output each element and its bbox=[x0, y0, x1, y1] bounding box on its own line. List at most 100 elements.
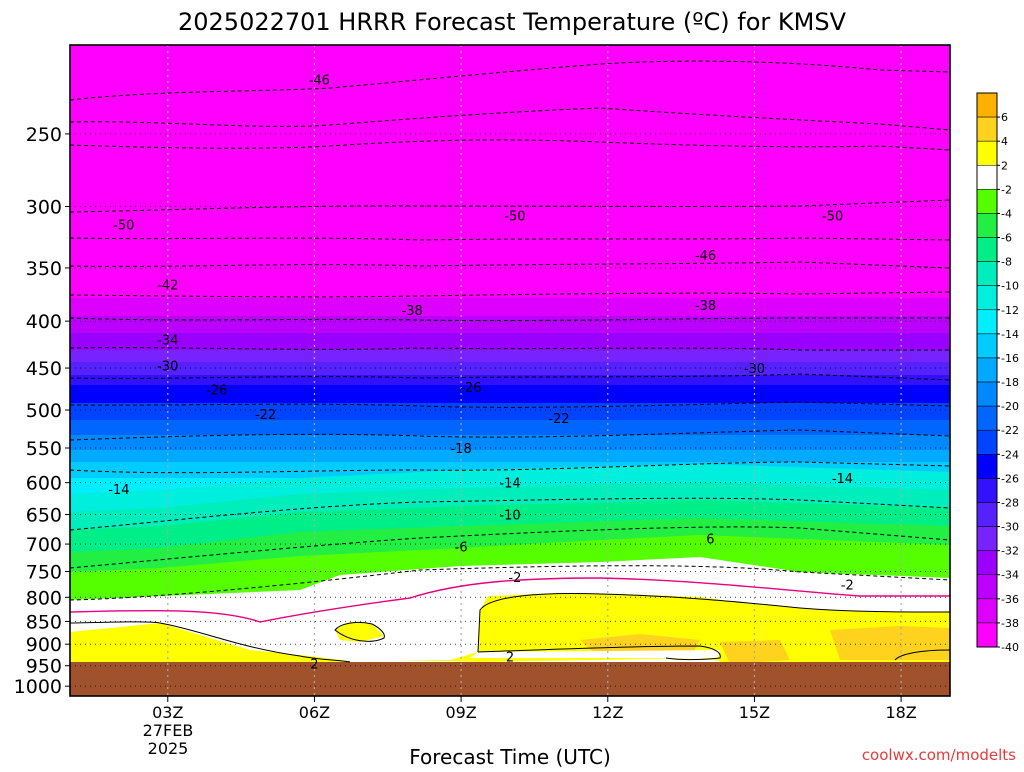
colorbar-swatch bbox=[976, 213, 998, 238]
isotherm-label: -2 bbox=[841, 579, 854, 594]
plot-frame bbox=[69, 44, 951, 697]
isotherm-label: -10 bbox=[499, 509, 520, 524]
colorbar-swatch bbox=[976, 309, 998, 335]
isotherm-label: -50 bbox=[822, 210, 843, 225]
colorbar-swatch bbox=[976, 502, 998, 527]
y-tick-label: 400 bbox=[26, 311, 62, 333]
y-tick-label: 700 bbox=[26, 534, 62, 556]
colorbar-label: 6 bbox=[1001, 111, 1008, 124]
colorbar-frame bbox=[976, 92, 998, 648]
isotherm-label: -50 bbox=[504, 210, 525, 225]
y-tick-label: 600 bbox=[26, 473, 62, 495]
y-tick-label: 500 bbox=[26, 400, 62, 422]
isotherm-label: -42 bbox=[157, 279, 178, 294]
isotherm-label: -34 bbox=[157, 334, 178, 349]
colorbar-swatch bbox=[976, 140, 998, 166]
isotherm-label: -26 bbox=[206, 384, 227, 399]
isotherm-contours bbox=[70, 60, 950, 663]
colorbar-swatch bbox=[976, 237, 998, 262]
colorbar-swatch bbox=[976, 598, 998, 624]
colorbar-swatch bbox=[976, 116, 998, 142]
y-tick-label: 250 bbox=[26, 124, 62, 146]
isotherm-label: -22 bbox=[255, 408, 276, 423]
y-tick-label: 1000 bbox=[14, 676, 62, 698]
colorbar-label: -16 bbox=[1001, 352, 1019, 365]
colorbar-swatch bbox=[976, 285, 998, 311]
ground bbox=[70, 662, 950, 696]
y-tick-label: 300 bbox=[26, 197, 62, 219]
isotherm-label: -14 bbox=[499, 477, 520, 492]
colorbar-label: -26 bbox=[1001, 472, 1019, 485]
colorbar-swatch bbox=[976, 550, 998, 575]
colorbar-label: -10 bbox=[1001, 280, 1019, 293]
watermark: coolwx.com/modelts bbox=[862, 746, 1016, 764]
isotherm-label: 2 bbox=[506, 650, 514, 665]
isotherm-label: -38 bbox=[695, 299, 716, 314]
colorbar-label: -28 bbox=[1001, 496, 1019, 509]
colorbar-label: -34 bbox=[1001, 569, 1019, 582]
y-tick-label: 950 bbox=[26, 656, 62, 678]
y-tick-label: 850 bbox=[26, 611, 62, 633]
x-axis-label: Forecast Time (UTC) bbox=[409, 745, 611, 768]
isotherm-label: -30 bbox=[744, 362, 765, 377]
x-tick-label: 03Z bbox=[152, 703, 183, 722]
colorbar-swatch bbox=[976, 526, 998, 551]
isotherm-label: -26 bbox=[460, 381, 481, 396]
colorbar-swatch bbox=[976, 165, 998, 190]
y-tick-label: 800 bbox=[26, 587, 62, 609]
x-date-line-2: 2025 bbox=[148, 739, 189, 758]
y-tick-label: 350 bbox=[26, 258, 62, 280]
colorbar-label: -30 bbox=[1001, 521, 1019, 534]
y-tick-label: 750 bbox=[26, 562, 62, 584]
isotherm-label: 2 bbox=[310, 658, 318, 673]
y-tick-label: 550 bbox=[26, 438, 62, 460]
isotherm-label: 6 bbox=[706, 532, 714, 547]
colorbar-label: -4 bbox=[1001, 207, 1012, 220]
isotherm-label: -14 bbox=[108, 483, 129, 498]
y-tick-label: 450 bbox=[26, 358, 62, 380]
colorbar-swatch bbox=[976, 261, 998, 286]
colorbar-label: -40 bbox=[1001, 641, 1019, 654]
isotherm-label: -46 bbox=[309, 73, 330, 88]
grid bbox=[70, 45, 950, 696]
colorbar-swatch bbox=[976, 381, 998, 407]
colorbar-label: 2 bbox=[1001, 159, 1008, 172]
colorbar-swatch bbox=[976, 357, 998, 383]
colorbar-label: -22 bbox=[1001, 424, 1019, 437]
colorbar-swatch bbox=[976, 478, 998, 503]
x-tick-label: 06Z bbox=[299, 703, 330, 722]
x-tick-label: 12Z bbox=[592, 703, 623, 722]
colorbar: 6 4 2 -2 -4 -6 -8 -10 -12 -14 -16 -18 -20 -22 -24 -26 -2… bbox=[976, 92, 1019, 654]
colorbar-label: -38 bbox=[1001, 617, 1019, 630]
isotherm-label: -18 bbox=[450, 442, 471, 457]
isotherm-labels: -46-50-50 -50-46-42-38 -38-34-30 -30-26 -26-… bbox=[108, 73, 854, 673]
isotherm-label: -50 bbox=[113, 219, 134, 234]
isotherm-label: -6 bbox=[455, 540, 468, 555]
colorbar-label: -2 bbox=[1001, 183, 1012, 196]
colorbar-label: -14 bbox=[1001, 328, 1019, 341]
x-tick-label: 09Z bbox=[445, 703, 476, 722]
chart-title: 2025022701 HRRR Forecast Temperature (ºC… bbox=[178, 8, 847, 36]
y-tick-label: 650 bbox=[26, 505, 62, 527]
colorbar-label: -36 bbox=[1001, 593, 1019, 606]
isotherm-label: -14 bbox=[832, 472, 853, 487]
isotherm-label: -46 bbox=[695, 249, 716, 264]
colorbar-label: -24 bbox=[1001, 448, 1019, 461]
colorbar-label: 4 bbox=[1001, 135, 1008, 148]
colorbar-label: -20 bbox=[1001, 400, 1019, 413]
x-date-line-1: 27FEB bbox=[143, 721, 194, 740]
isotherm-label: -38 bbox=[402, 304, 423, 319]
isotherm-label: -2 bbox=[508, 571, 521, 586]
colorbar-label: -12 bbox=[1001, 304, 1019, 317]
colorbar-label: -8 bbox=[1001, 256, 1012, 269]
isotherm-label: -30 bbox=[157, 359, 178, 374]
colorbar-swatch bbox=[976, 454, 998, 479]
colorbar-swatch bbox=[976, 622, 998, 648]
colorbar-swatch bbox=[976, 429, 998, 455]
colorbar-swatch bbox=[976, 574, 998, 600]
x-tick-label: 18Z bbox=[885, 703, 916, 722]
colorbar-label: -18 bbox=[1001, 376, 1019, 389]
